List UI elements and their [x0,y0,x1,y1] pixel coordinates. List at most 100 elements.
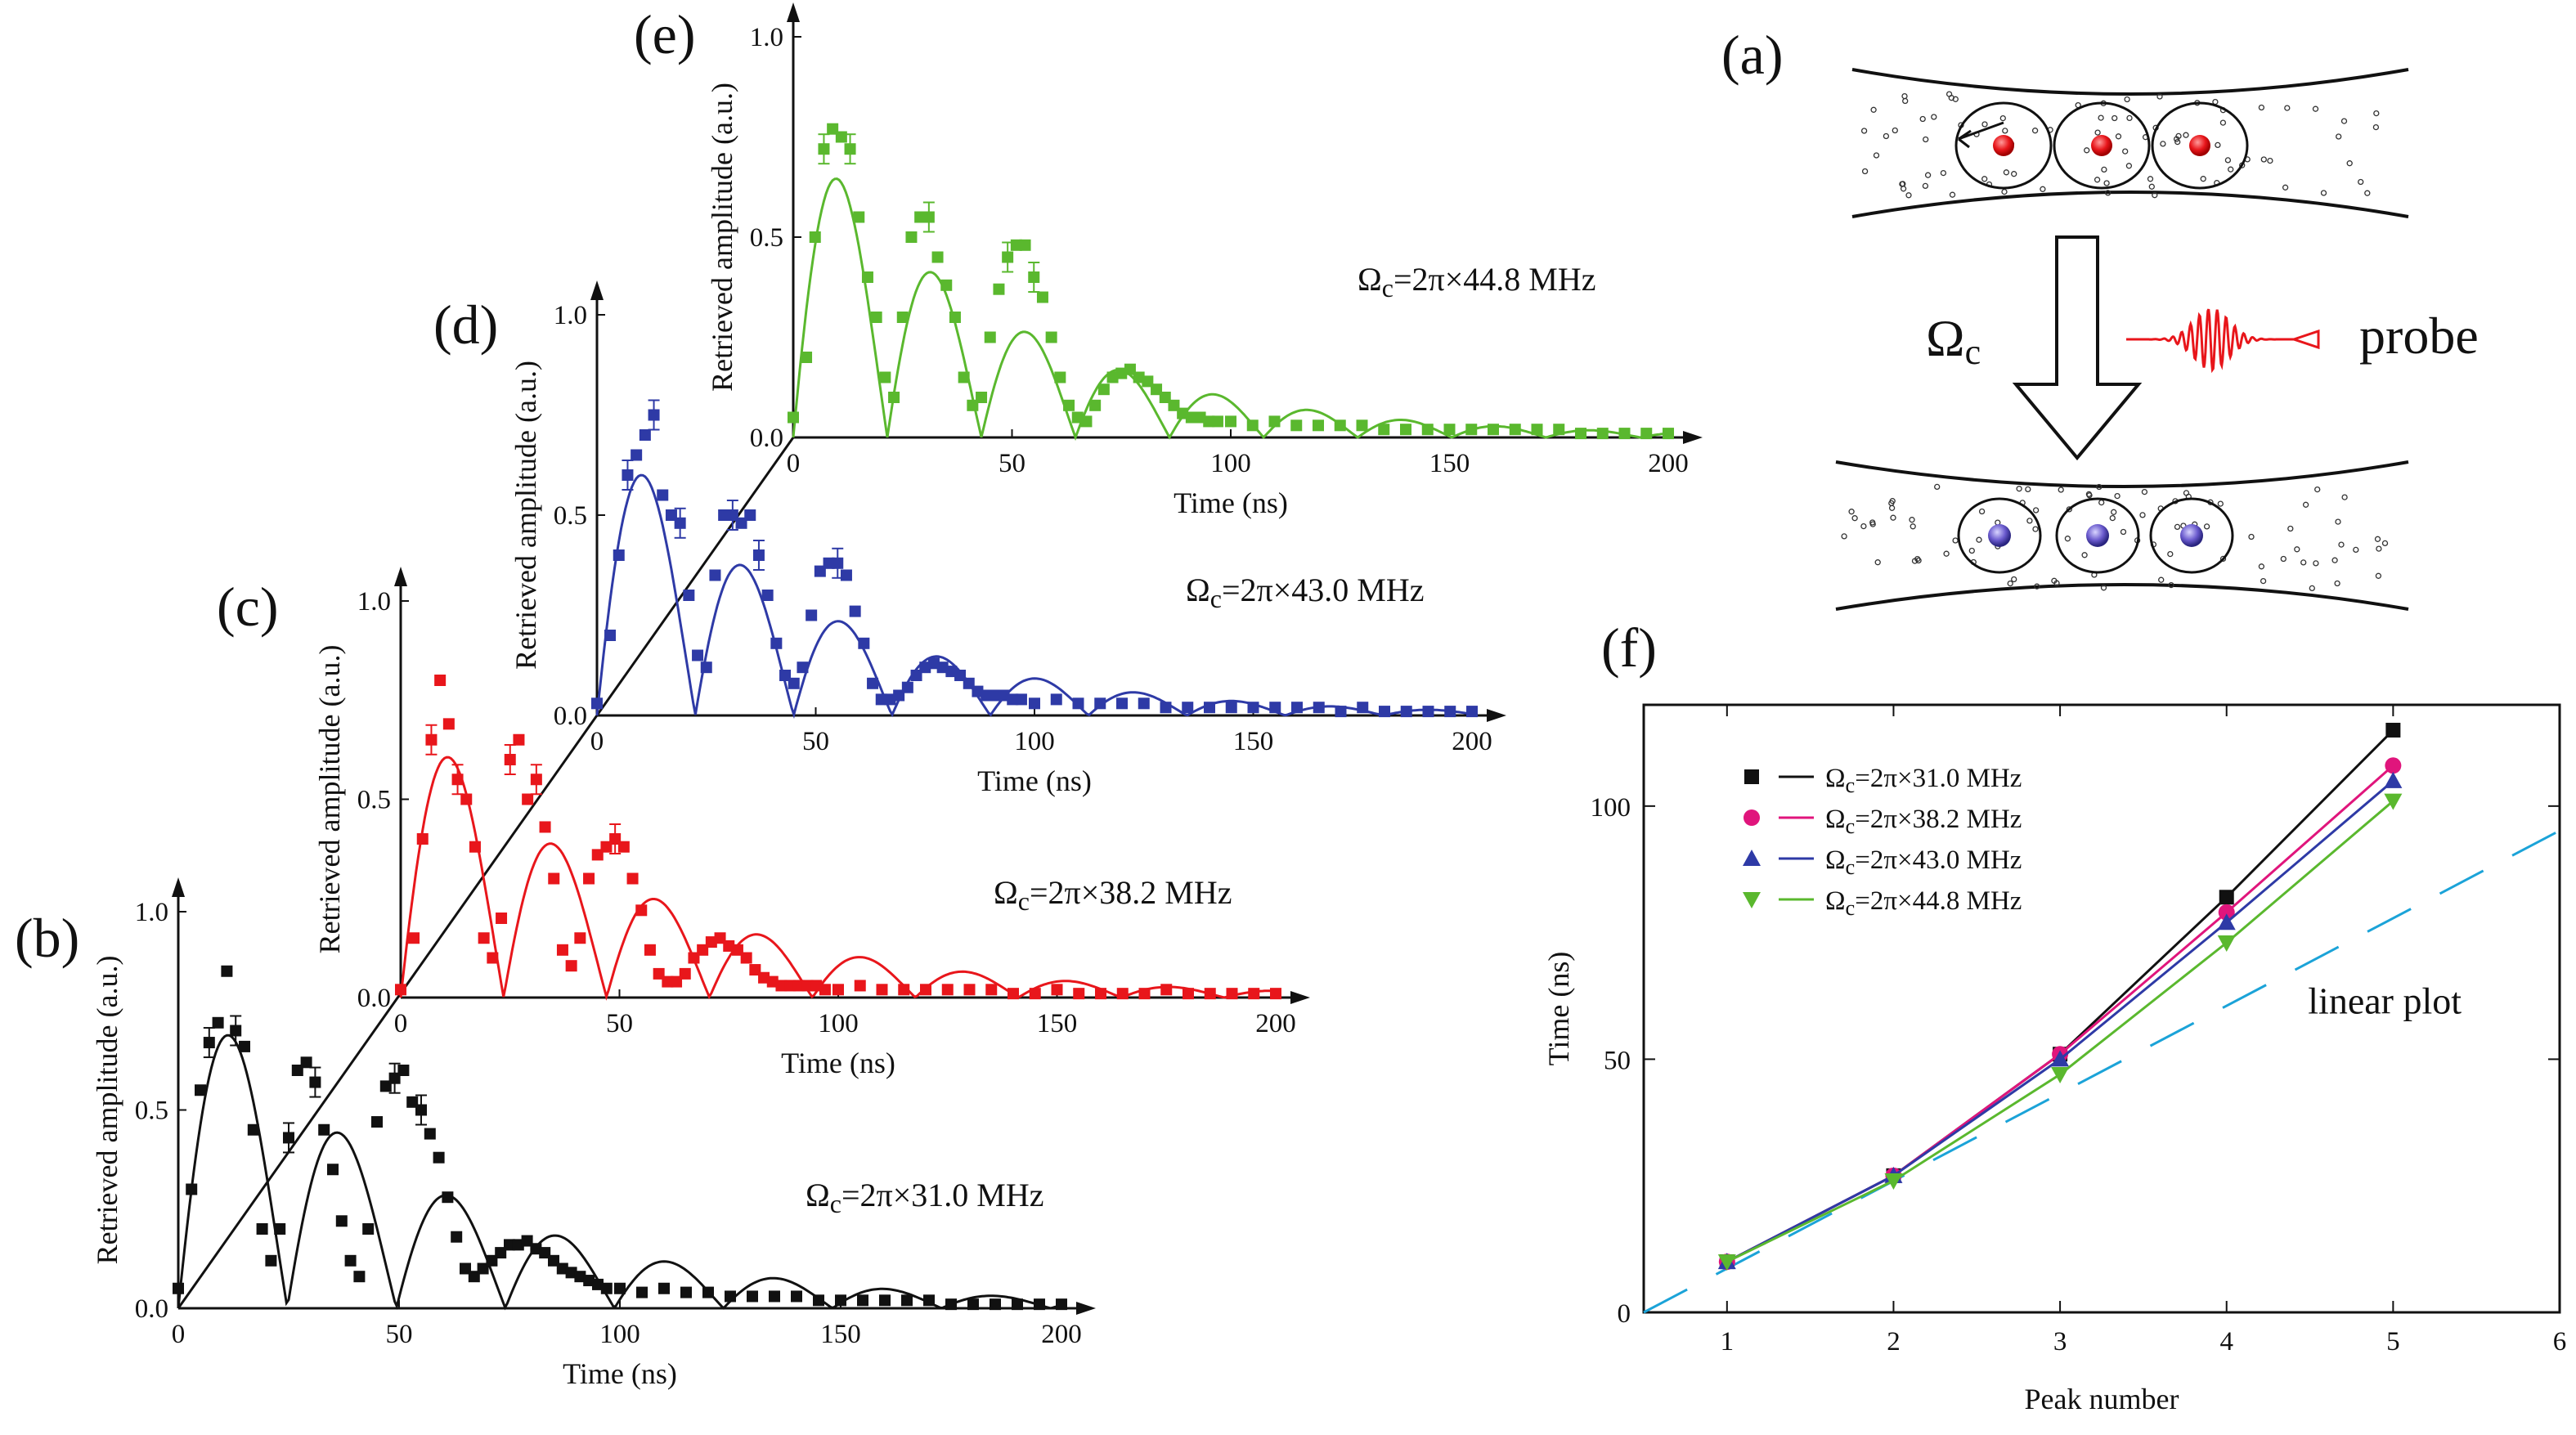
y-axis-arrow [172,877,185,897]
x-tick-label: 2 [1887,1327,1901,1357]
atom-dot [2122,148,2129,155]
x-tick-label: 0 [172,1320,186,1349]
data-point [371,1116,383,1128]
atom-dot [1901,92,1908,100]
data-point [1073,988,1085,1000]
atom-dot [2320,190,2327,196]
data-point [478,932,490,944]
data-point [1094,697,1106,710]
data-point [993,283,1005,295]
data-point [1204,988,1216,1000]
data-point [1225,415,1236,428]
y-axis-title: Time (ns) [1542,952,1575,1066]
data-point [434,675,447,686]
atom-dot [2058,487,2064,493]
waterfall-offset-line [177,437,795,1309]
data-point [539,1247,551,1259]
data-point [1269,702,1281,714]
atom-dot [1899,181,1905,187]
atom-dot [1873,152,1880,159]
atom-dot [2174,138,2181,146]
data-point [726,509,738,521]
marker-square [1744,769,1759,784]
atom-dot [2374,536,2381,542]
data-point [1080,415,1093,428]
data-point [958,371,970,383]
y-axis-title: Retrieved amplitude (a.u.) [706,83,738,392]
data-point [797,661,809,674]
data-point [662,975,674,988]
atom-dot [2260,156,2267,163]
atom-dot [1861,168,1869,175]
data-point [1509,424,1521,436]
data-point [725,1290,736,1303]
y-axis-title: Retrieved amplitude (a.u.) [313,645,346,954]
atom-dot [2364,190,2371,196]
data-point [940,279,953,291]
data-point [1378,424,1390,436]
waist-bottom-upper [1835,460,2409,488]
atom-dot [2026,518,2033,524]
data-point [735,517,747,529]
data-point [718,509,730,521]
data-point [1051,984,1063,996]
x-axis-title: Time (ns) [563,1357,677,1390]
x-tick-label: 50 [606,1009,633,1038]
atom-dot [1931,114,1937,120]
data-point [1226,988,1238,1000]
atom-dot [2174,523,2181,531]
data-point [1357,702,1369,714]
atom-dot [1910,523,1916,530]
marker-circle [2385,757,2402,774]
atom-dot [1976,536,1982,543]
data-point [849,605,861,617]
data-point [1225,702,1237,714]
data-point [1056,1298,1067,1311]
data-point [788,411,799,424]
atom-dot [2086,492,2093,499]
atom-dot [1940,169,1947,177]
atom-dot [1924,172,1932,178]
data-point [613,549,625,561]
x-tick-label: 100 [599,1320,640,1349]
atom-dot [2094,129,2101,136]
x-axis-title: Time (ns) [781,1047,895,1079]
data-point [195,1084,206,1096]
atom-dot [1888,504,1896,511]
data-point [901,681,913,693]
omega-annotation: Ωc=2π×31.0 MHz [806,1177,1043,1218]
atom-dot [2302,501,2309,508]
data-point [775,980,788,992]
data-point [495,1247,507,1259]
atom-dot [2032,507,2040,513]
atom-dot [1922,182,1929,190]
data-point [565,1267,577,1279]
atom-dot [2064,536,2071,542]
data-point [548,872,560,885]
data-point [583,1275,595,1287]
atom-dot [1915,557,1922,564]
data-point [867,677,879,689]
data-point [451,1231,463,1243]
data-point [875,693,887,706]
atom-dot [2248,533,2255,540]
data-point [574,1271,586,1283]
atom-dot [2025,486,2031,493]
data-point [1097,383,1110,396]
data-point [1183,988,1194,1000]
atom-dot [2167,550,2174,558]
y-axis-arrow [787,2,800,22]
data-point [1531,424,1543,436]
data-point [1663,428,1674,440]
data-point [1160,984,1173,996]
data-point [876,984,888,996]
data-point [291,1065,303,1076]
atom-dot [2353,546,2359,554]
fit-curve [792,177,1669,442]
linear-reference-line [1643,829,2560,1314]
atom-dot [1905,192,1912,199]
data-point [1045,331,1057,343]
data-point [604,630,617,641]
data-point [761,590,774,601]
